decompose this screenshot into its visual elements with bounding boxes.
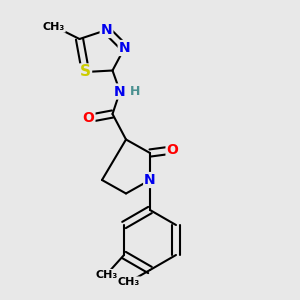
Text: O: O — [167, 143, 178, 157]
Text: CH₃: CH₃ — [118, 277, 140, 287]
Text: CH₃: CH₃ — [95, 269, 118, 280]
Text: CH₃: CH₃ — [43, 22, 65, 32]
Text: O: O — [82, 112, 94, 125]
Text: N: N — [114, 85, 126, 98]
Text: N: N — [144, 173, 156, 187]
Text: N: N — [101, 23, 112, 37]
Text: H: H — [130, 85, 140, 98]
Text: S: S — [80, 64, 91, 80]
Text: N: N — [119, 41, 130, 55]
